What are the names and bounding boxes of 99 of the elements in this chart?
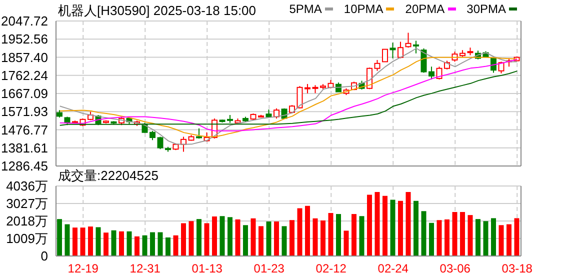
y-tick-label: 2047.72 <box>1 14 48 29</box>
y-tick-label: 4036万 <box>6 178 48 194</box>
bar <box>88 226 93 256</box>
x-tick-label: 01-13 <box>192 262 223 276</box>
y-tick-label: 1571.93 <box>1 104 48 120</box>
bar <box>429 222 434 256</box>
bar <box>266 221 272 256</box>
bar <box>374 192 380 256</box>
bar <box>320 220 326 256</box>
candlestick <box>413 40 419 54</box>
candlestick <box>274 108 280 119</box>
bar <box>444 219 450 256</box>
bar <box>181 223 186 256</box>
bar <box>173 235 178 256</box>
line-series <box>59 48 518 145</box>
candlestick <box>398 41 404 59</box>
y-tick-label: 1952.56 <box>1 32 48 47</box>
bar <box>243 225 248 256</box>
legend-label: 30PMA <box>466 2 506 16</box>
bar <box>382 196 388 256</box>
bar <box>452 212 458 256</box>
bar <box>328 212 334 256</box>
candlestick <box>405 32 412 48</box>
chart-title: 机器人[H30590] 2025-03-18 15:00 <box>58 2 256 20</box>
bar <box>336 214 341 256</box>
bar <box>421 211 426 256</box>
bar <box>104 232 108 256</box>
legend-label: 20PMA <box>405 2 445 16</box>
bar <box>166 237 170 256</box>
candlestick <box>374 59 380 72</box>
bar <box>359 216 364 256</box>
y-tick-label: 3027万 <box>6 196 48 212</box>
bar <box>150 232 155 256</box>
candlestick <box>382 48 388 62</box>
bar <box>282 226 287 256</box>
x-tick-label: 01-23 <box>254 262 285 276</box>
x-tick-label: 03-18 <box>502 262 533 276</box>
bar <box>352 214 356 256</box>
bar <box>506 224 512 256</box>
bar <box>126 231 132 256</box>
y-tick-label: 1667.09 <box>1 86 48 102</box>
chart-title: 成交量:22204525 <box>58 167 158 185</box>
bar <box>57 219 62 256</box>
bar <box>367 194 372 256</box>
bar <box>498 225 504 256</box>
bar <box>142 235 148 256</box>
bar <box>188 221 194 256</box>
bar <box>196 219 202 256</box>
bar <box>312 218 318 256</box>
bar <box>250 218 256 256</box>
bar <box>476 219 480 256</box>
bar <box>460 212 465 256</box>
bar <box>111 230 116 256</box>
y-tick-label: 1009万 <box>6 231 48 246</box>
bar <box>228 217 232 256</box>
y-tick-label: 1857.40 <box>1 50 48 65</box>
x-tick-label: 12-19 <box>68 262 99 276</box>
y-tick-label: 1476.77 <box>1 122 48 138</box>
line-series <box>59 70 518 126</box>
bar <box>80 228 86 256</box>
y-tick-label: 1762.24 <box>1 68 48 83</box>
bar <box>220 216 225 256</box>
x-tick-label: 02-12 <box>316 262 347 276</box>
bar <box>96 227 101 256</box>
bar <box>468 215 473 256</box>
bar <box>119 231 124 256</box>
legend-label: 5PMA <box>289 2 322 16</box>
bar <box>158 232 163 256</box>
bar <box>390 200 396 256</box>
bar <box>305 206 310 256</box>
bar <box>64 224 70 256</box>
bar <box>72 228 78 256</box>
bar <box>491 218 496 256</box>
bar <box>406 192 411 256</box>
bar <box>344 230 349 256</box>
bar <box>235 219 240 256</box>
candlestick <box>498 61 504 74</box>
bar <box>134 236 140 256</box>
bar <box>436 220 442 256</box>
y-tick-label: 1286.45 <box>1 158 48 174</box>
legend-label: 10PMA <box>344 2 384 16</box>
bar <box>297 208 302 256</box>
bar <box>514 218 520 256</box>
bar <box>212 216 217 256</box>
candlestick <box>490 56 496 74</box>
x-tick-label: 02-24 <box>378 262 409 276</box>
bar <box>290 220 294 256</box>
candlestick <box>390 42 396 59</box>
x-tick-label: 12-31 <box>130 262 161 276</box>
bar <box>398 200 403 256</box>
bar <box>483 221 488 256</box>
y-tick-label: 2018万 <box>6 214 48 229</box>
bar <box>258 226 264 256</box>
bar <box>274 221 279 256</box>
x-tick-label: 03-06 <box>440 262 471 276</box>
bar <box>204 223 210 256</box>
bar <box>414 200 418 256</box>
y-tick-label: 1381.61 <box>1 140 48 156</box>
y-tick-label: 0 <box>40 248 48 264</box>
